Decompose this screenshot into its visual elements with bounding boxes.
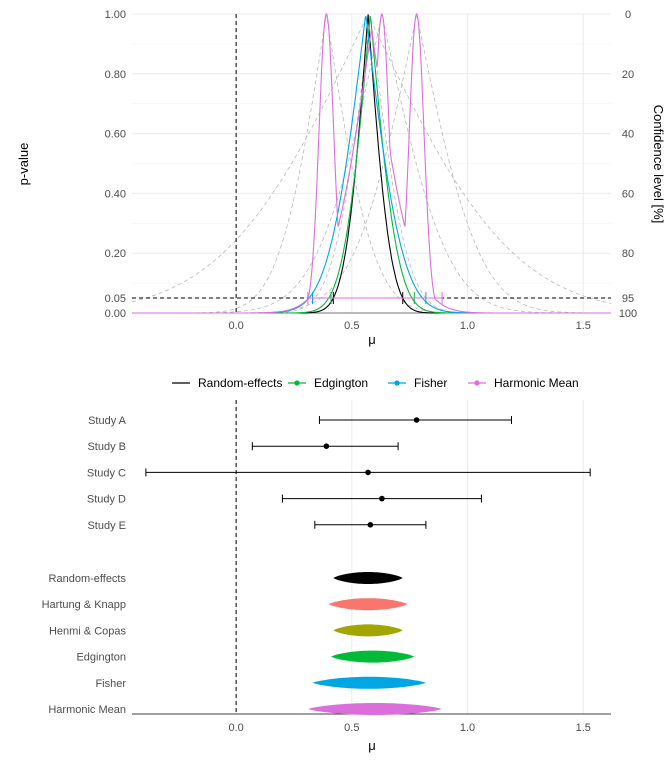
forest-summary-diamonds <box>307 572 443 715</box>
confidence-level-tick-label: 20 <box>622 69 634 81</box>
legend-label: Edgington <box>314 376 368 390</box>
summary-row-label: Harmonic Mean <box>48 704 126 716</box>
summary-confidence-diamond <box>312 676 426 689</box>
legend-label: Harmonic Mean <box>494 376 579 390</box>
pvalue-y-tick-label: 0.80 <box>105 69 126 81</box>
summary-row-label: Henmi & Copas <box>49 625 127 637</box>
study-row-label: Study B <box>87 441 126 453</box>
legend-key-point <box>474 380 480 386</box>
summary-confidence-diamond <box>328 598 408 611</box>
summary-confidence-diamond <box>331 650 415 663</box>
forest-x-tick-label: 0.0 <box>228 722 243 734</box>
pvalue-x-tick-label: 1.5 <box>576 320 591 332</box>
pvalue-y-tick-label: 0.20 <box>105 248 126 260</box>
study-row-label: Study A <box>88 415 127 427</box>
forest-x-tick-label: 0.5 <box>344 722 359 734</box>
legend-label: Random-effects <box>198 376 283 390</box>
pvalue-panel-secondary-y-axis-title: Confidence level [%] <box>651 105 666 224</box>
forest-row-labels: Study A Study B Study C Study D Study E Rando… <box>42 415 127 716</box>
study-row-label: Study E <box>87 520 126 532</box>
study-row-label: Study D <box>87 494 126 506</box>
confidence-level-tick-label: 100 <box>619 308 637 320</box>
forest-panel-reference-line <box>132 400 611 715</box>
pvalue-panel-x-axis-title: μ <box>368 332 376 347</box>
summary-confidence-diamond <box>333 572 403 584</box>
pvalue-y-tick-label: 0.40 <box>105 188 126 200</box>
legend-label: Fisher <box>414 376 447 390</box>
forest-x-tick-label: 1.5 <box>576 722 591 734</box>
study-point-estimate <box>323 443 330 450</box>
pvalue-x-tick-label: 0.0 <box>228 320 243 332</box>
pvalue-x-tick-label: 0.5 <box>344 320 359 332</box>
confidence-level-tick-label: 80 <box>622 248 634 260</box>
confidence-level-tick-label: 0 <box>625 9 631 21</box>
summary-row-label: Random-effects <box>49 573 127 585</box>
summary-row-label: Edgington <box>76 652 126 664</box>
legend-key-point <box>394 380 400 386</box>
pvalue-panel-ticks: 0.000.050.200.400.600.801.00100958060402… <box>105 9 638 332</box>
method-pvalue-curves <box>132 12 611 314</box>
confidence-level-tick-label: 60 <box>622 188 634 200</box>
confidence-level-tick-label: 40 <box>622 129 634 141</box>
pvalue-panel-y-axis-title: p-value <box>16 143 31 186</box>
forest-x-tick-label: 1.0 <box>460 722 475 734</box>
forest-panel-x-axis-title: μ <box>368 738 376 753</box>
summary-confidence-diamond <box>333 624 403 637</box>
forest-panel-grid <box>235 400 584 714</box>
summary-confidence-diamond <box>307 703 443 715</box>
pvalue-y-tick-label: 0.00 <box>105 308 126 320</box>
study-point-estimate <box>367 522 374 528</box>
pvalue-y-tick-label: 0.60 <box>105 129 126 141</box>
study-point-estimate <box>365 469 371 476</box>
summary-row-label: Fisher <box>95 678 126 690</box>
study-point-estimate <box>413 417 420 423</box>
study-point-estimate <box>379 495 385 502</box>
legend: Random-effects Edgington Fisher Harmonic Me… <box>172 376 579 390</box>
legend-key-point <box>294 380 300 386</box>
pvalue-y-tick-label: 0.05 <box>105 293 126 305</box>
study-row-label: Study C <box>87 467 126 479</box>
summary-row-label: Hartung & Knapp <box>42 599 126 611</box>
method-pvalue-curve <box>132 12 611 314</box>
forest-study-intervals <box>145 416 591 529</box>
pvalue-x-tick-label: 1.0 <box>460 320 475 332</box>
forest-panel-ticks: 0.0 0.5 1.0 1.5 <box>228 722 590 734</box>
confidence-level-tick-label: 95 <box>622 293 634 305</box>
pvalue-y-tick-label: 1.00 <box>105 9 126 21</box>
